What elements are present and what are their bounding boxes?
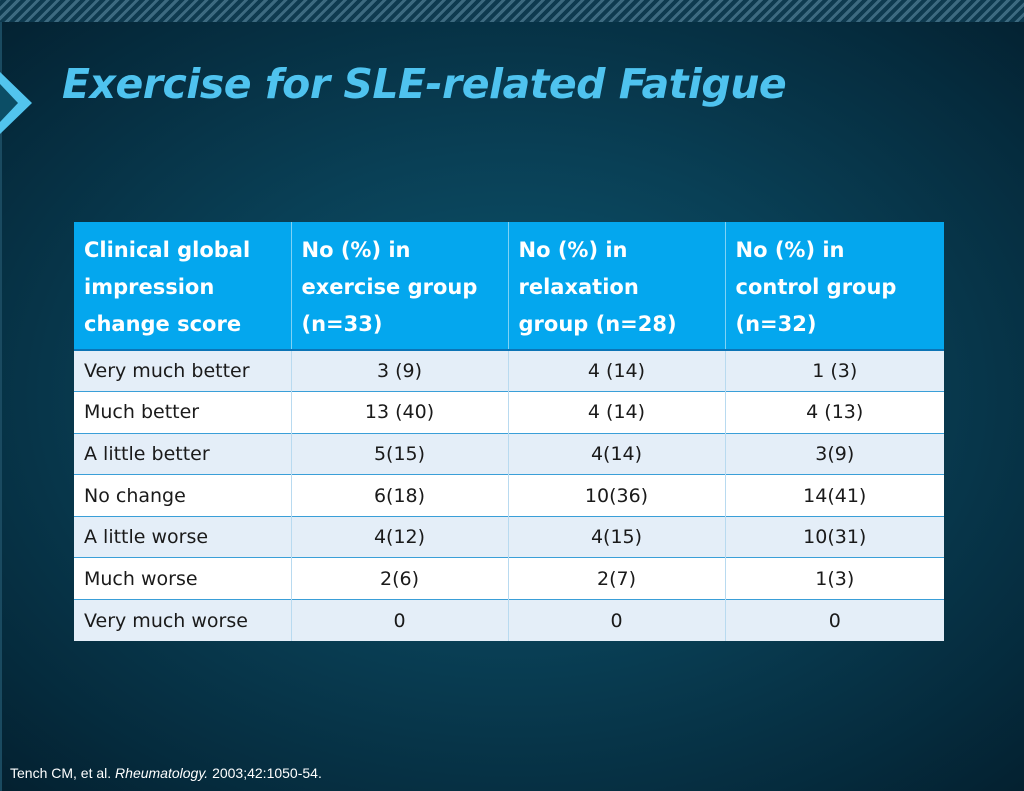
exercise-value: 2(6)	[291, 557, 509, 600]
header-score: Clinical global impression change score	[74, 222, 292, 350]
exercise-value: 4(12)	[291, 515, 509, 558]
slide-title: Exercise for SLE-related Fatigue	[62, 60, 787, 108]
citation-journal: Rheumatology.	[115, 765, 209, 781]
exercise-value: 3 (9)	[291, 349, 509, 392]
row-label: Very much worse	[74, 599, 292, 642]
relaxation-value: 4(14)	[508, 432, 726, 475]
relaxation-value: 4 (14)	[508, 391, 726, 434]
relaxation-value: 4(15)	[508, 515, 726, 558]
relaxation-value: 10(36)	[508, 474, 726, 517]
table-body: Very much better 3 (9) 4 (14) 1 (3) Much…	[74, 349, 944, 642]
decorative-left-edge	[0, 22, 2, 791]
control-value: 0	[725, 599, 944, 642]
table-row: A little worse 4(12) 4(15) 10(31)	[74, 515, 944, 558]
table-header-row: Clinical global impression change score …	[74, 222, 944, 350]
table-row: Much worse 2(6) 2(7) 1(3)	[74, 557, 944, 600]
control-value: 14(41)	[725, 474, 944, 517]
row-label: Much worse	[74, 557, 292, 600]
header-exercise-group: No (%) in exercise group (n=33)	[291, 222, 509, 350]
relaxation-value: 4 (14)	[508, 349, 726, 392]
control-value: 3(9)	[725, 432, 944, 475]
row-label: Very much better	[74, 349, 292, 392]
exercise-value: 0	[291, 599, 509, 642]
control-value: 4 (13)	[725, 391, 944, 434]
row-label: A little worse	[74, 515, 292, 558]
table-row: No change 6(18) 10(36) 14(41)	[74, 474, 944, 517]
header-relaxation-group: No (%) in relaxation group (n=28)	[508, 222, 726, 350]
table-row: Very much worse 0 0 0	[74, 599, 944, 642]
citation-details: 2003;42:1050-54.	[212, 765, 322, 781]
table-header: Clinical global impression change score …	[74, 222, 944, 350]
relaxation-value: 0	[508, 599, 726, 642]
table-row: Much better 13 (40) 4 (14) 4 (13)	[74, 391, 944, 434]
results-table: Clinical global impression change score …	[74, 222, 944, 642]
row-label: Much better	[74, 391, 292, 434]
decorative-top-stripe	[0, 0, 1024, 22]
table-row: Very much better 3 (9) 4 (14) 1 (3)	[74, 349, 944, 392]
table-row: A little better 5(15) 4(14) 3(9)	[74, 432, 944, 475]
exercise-value: 6(18)	[291, 474, 509, 517]
exercise-value: 13 (40)	[291, 391, 509, 434]
row-label: No change	[74, 474, 292, 517]
row-label: A little better	[74, 432, 292, 475]
chevron-arrow-icon-inner	[0, 84, 18, 122]
citation: Tench CM, et al. Rheumatology. 2003;42:1…	[10, 765, 322, 781]
relaxation-value: 2(7)	[508, 557, 726, 600]
control-value: 1 (3)	[725, 349, 944, 392]
citation-authors: Tench CM, et al.	[10, 765, 112, 781]
control-value: 1(3)	[725, 557, 944, 600]
header-control-group: No (%) in control group (n=32)	[725, 222, 944, 350]
exercise-value: 5(15)	[291, 432, 509, 475]
control-value: 10(31)	[725, 515, 944, 558]
